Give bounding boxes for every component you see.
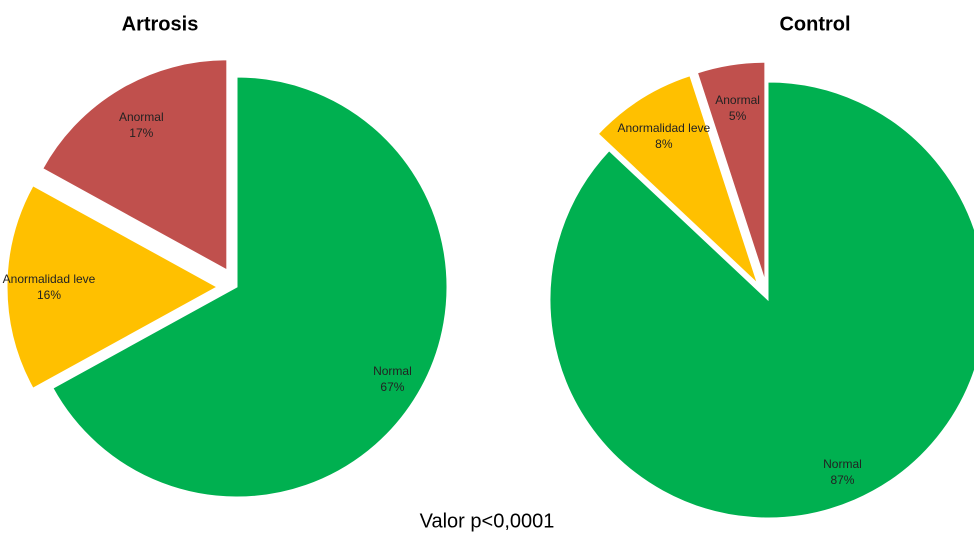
pie-slice bbox=[696, 61, 766, 281]
slice-label-text: Anormal 17% bbox=[91, 99, 191, 151]
slice-label-text: Anormalidad leve 16% bbox=[0, 261, 99, 313]
value-label: 67% bbox=[380, 379, 405, 394]
category-label: Anormalidad leve bbox=[2, 272, 96, 286]
pie-slice bbox=[52, 76, 448, 498]
value-label: 8% bbox=[655, 136, 673, 151]
value-label: 17% bbox=[129, 126, 154, 141]
category-label: Anormal bbox=[715, 92, 760, 107]
slice-label-text: Normal 67% bbox=[342, 353, 442, 405]
category-label: Normal bbox=[823, 457, 862, 472]
chart-title: Control bbox=[779, 13, 850, 35]
slice-label-text: Anormalidad leve 8% bbox=[614, 110, 714, 162]
value-label: 5% bbox=[728, 108, 747, 123]
pie-slice bbox=[597, 75, 758, 284]
footnote: Valor p<0,0001 bbox=[420, 510, 555, 532]
pie-slice bbox=[549, 81, 974, 519]
pie-slice bbox=[6, 185, 219, 389]
category-label: Normal bbox=[373, 363, 412, 378]
category-label: Anormal bbox=[118, 110, 164, 125]
slice-label-text: Normal 87% bbox=[792, 446, 892, 498]
chart-title: Artrosis bbox=[122, 13, 199, 35]
slice-label-text: Anormal 5% bbox=[688, 82, 788, 134]
pie-slice bbox=[42, 59, 228, 271]
category-label: Anormalidad leve bbox=[617, 120, 711, 135]
value-label: 87% bbox=[830, 473, 855, 488]
slice-label: Anormalidad leve 16% bbox=[0, 261, 99, 313]
value-label: 16% bbox=[36, 288, 62, 302]
